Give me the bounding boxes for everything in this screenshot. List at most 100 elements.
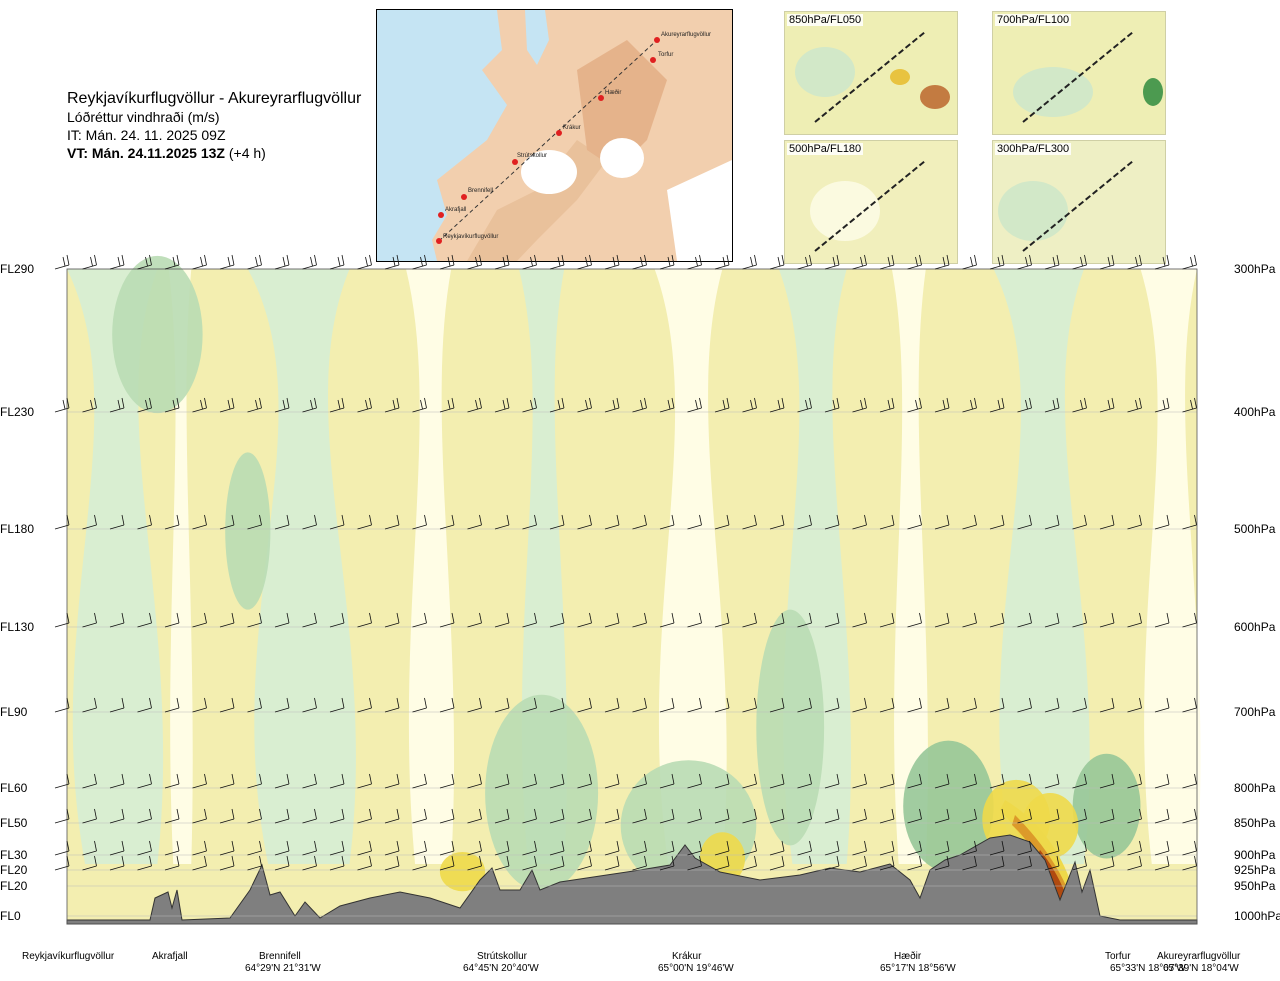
wind-barb-7-35 <box>1017 840 1032 856</box>
wind-barb-5-29 <box>852 773 867 789</box>
wind-barb-6-23 <box>687 808 702 824</box>
wind-barb-8-21 <box>632 855 647 871</box>
wind-barb-4-25 <box>742 697 757 713</box>
wind-barb-3-33 <box>962 612 977 628</box>
wind-barb-2-22 <box>659 514 675 530</box>
wind-barb-2-25 <box>742 514 757 530</box>
wind-barb-3-36 <box>1044 612 1060 628</box>
wind-barb-8-30 <box>879 855 895 871</box>
wind-barb-5-24 <box>714 773 730 789</box>
wind-barb-4-2 <box>109 697 125 713</box>
wind-barb-0-32 <box>934 254 950 270</box>
wind-barb-2-17 <box>522 514 537 530</box>
wind-barb-6-3 <box>137 808 152 824</box>
wind-band-3 <box>406 269 455 864</box>
wind-barb-6-30 <box>879 808 895 824</box>
wind-barb-4-19 <box>577 697 592 713</box>
wind-barb-6-14 <box>439 808 455 824</box>
wind-barb-6-36 <box>1044 808 1060 824</box>
wind-barb-2-39 <box>1127 514 1142 530</box>
wind-barb-5-14 <box>439 773 455 789</box>
wind-barb-3-12 <box>384 612 400 628</box>
location-name-0: Reykjavíkurflugvöllur <box>22 951 115 962</box>
route-map: Reykjavíkurflugvöllur Akrafjall Brennife… <box>376 9 733 262</box>
wind-barb-3-30 <box>879 612 895 628</box>
wind-barb-5-38 <box>1099 773 1115 789</box>
wind-barb-1-36 <box>1044 397 1060 413</box>
wind-barb-6-16 <box>494 808 510 824</box>
wind-barb-5-7 <box>247 773 262 789</box>
wind-barb-4-31 <box>907 697 922 713</box>
wind-barb-7-20 <box>604 840 620 856</box>
wind-barb-2-36 <box>1044 514 1060 530</box>
wind-barb-1-38 <box>1099 397 1115 413</box>
wind-barb-2-31 <box>907 514 922 530</box>
wind-barb-5-13 <box>412 773 427 789</box>
wind-barb-1-30 <box>879 397 895 413</box>
wind-barb-8-3 <box>137 855 152 871</box>
wind-barb-7-11 <box>357 840 372 856</box>
wind-barb-7-33 <box>962 840 977 856</box>
location-name-1: Akrafjall <box>152 951 188 962</box>
wind-barb-1-31 <box>907 397 922 413</box>
inset-850: 850hPa/FL050 <box>784 11 958 135</box>
wind-barb-0-31 <box>907 254 922 270</box>
wind-barb-8-5 <box>192 855 207 871</box>
wind-barb-2-35 <box>1017 514 1032 530</box>
wind-barb-7-5 <box>192 840 207 856</box>
wind-barb-0-9 <box>302 254 317 270</box>
wind-cell-0 <box>485 694 599 892</box>
inset-300-graphic <box>993 141 1165 263</box>
wind-barb-8-41 <box>1182 855 1197 871</box>
wind-barb-0-13 <box>412 254 427 270</box>
wind-barb-2-14 <box>439 514 455 530</box>
wind-barb-4-20 <box>604 697 620 713</box>
wind-barb-3-9 <box>302 612 317 628</box>
wind-barb-0-8 <box>274 254 290 270</box>
wind-barb-4-30 <box>879 697 895 713</box>
wind-barb-8-32 <box>934 855 950 871</box>
wind-barb-0-36 <box>1044 254 1060 270</box>
wind-band-0 <box>67 269 164 864</box>
wind-barb-0-21 <box>632 254 647 270</box>
wind-barb-4-35 <box>1017 697 1032 713</box>
location-coord-4: 65°00'N 19°46'W <box>658 963 734 974</box>
wind-barb-5-22 <box>659 773 675 789</box>
wind-barb-8-17 <box>522 855 537 871</box>
hpa-label-10: 1000hPa <box>1234 909 1280 923</box>
fl-label-4: FL90 <box>0 705 28 719</box>
map-wp-1: Akrafjall <box>445 207 466 213</box>
wind-barb-4-26 <box>769 697 785 713</box>
wind-band-9 <box>1140 269 1201 864</box>
wind-barb-6-22 <box>659 808 675 824</box>
wind-barb-4-27 <box>797 697 812 713</box>
plot-frame <box>66 268 1198 925</box>
wind-barb-2-20 <box>604 514 620 530</box>
wind-barb-3-7 <box>247 612 262 628</box>
wind-barb-7-13 <box>412 840 427 856</box>
wind-barb-8-23 <box>687 855 702 871</box>
level-labels: FL290 300hPa FL230 400hPa FL180 500hPa FL130 60… <box>0 262 1280 923</box>
wind-barb-4-1 <box>82 697 97 713</box>
wind-barb-3-31 <box>907 612 922 628</box>
inset-700-graphic <box>993 12 1165 134</box>
wind-barb-5-32 <box>934 773 950 789</box>
wind-barb-1-39 <box>1127 397 1142 413</box>
wind-barb-0-25 <box>742 254 757 270</box>
wind-barb-4-32 <box>934 697 950 713</box>
wind-barb-5-30 <box>879 773 895 789</box>
wind-barb-4-6 <box>219 697 235 713</box>
wind-barb-0-22 <box>659 254 675 270</box>
wind-barb-2-10 <box>329 514 345 530</box>
wind-barb-3-11 <box>357 612 372 628</box>
wind-barb-4-21 <box>632 697 647 713</box>
wind-barb-6-9 <box>302 808 317 824</box>
wind-barb-4-34 <box>989 697 1005 713</box>
wind-barbs <box>54 254 1197 871</box>
wind-barb-6-0 <box>54 808 70 824</box>
hpa-label-3: 600hPa <box>1234 620 1276 634</box>
wind-barb-7-22 <box>659 840 675 856</box>
wind-barb-4-8 <box>274 697 290 713</box>
wind-barb-1-24 <box>714 397 730 413</box>
wind-barb-7-34 <box>989 840 1005 856</box>
